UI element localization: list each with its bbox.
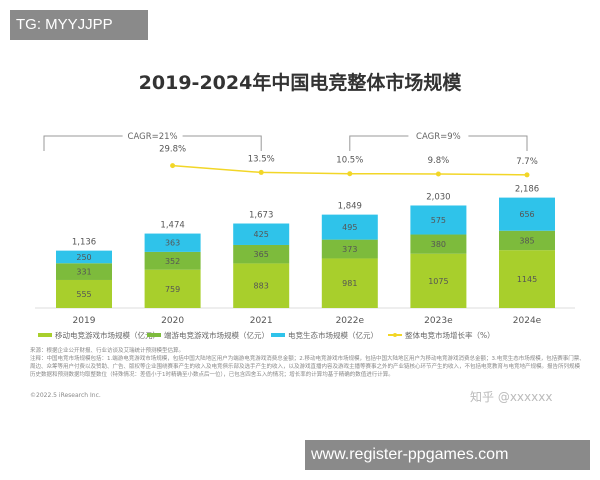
legend-swatch: [38, 333, 52, 337]
growth-label: 10.5%: [336, 156, 363, 166]
copyright: ©2022.5 iResearch Inc.: [30, 392, 101, 399]
legend-marker: [393, 333, 397, 337]
bar-segment: [233, 244, 290, 264]
growth-point: [524, 172, 530, 178]
legend-label: 端游电竞游戏市场规模（亿元）: [164, 330, 269, 340]
overlay-label-bottom: www.register-ppgames.com: [305, 440, 590, 470]
bar-segment: [144, 251, 201, 270]
legend-swatch: [271, 333, 285, 337]
bar-segment: [410, 205, 467, 235]
total-label: 2,186: [515, 185, 539, 195]
bar-segment: [56, 263, 112, 280]
bar-value-label: 250: [76, 253, 91, 262]
growth-point: [170, 163, 176, 169]
overlay-label-top: TG: MYYJJPP: [10, 10, 148, 40]
bar-segment: [321, 258, 378, 308]
source-note: 来源：根据企业公开财报、行业访谈及艾瑞统计预测模型估算。: [30, 348, 185, 354]
total-label: 1,849: [338, 202, 362, 212]
cagr-bracket: [349, 135, 528, 151]
total-label: 1,136: [72, 238, 96, 248]
cagr-label: CAGR=21%: [128, 132, 178, 142]
chart-title: 2019-2024年中国电竞整体市场规模: [138, 72, 462, 94]
bar-value-label: 1145: [517, 275, 537, 284]
bar-segment: [321, 239, 378, 259]
bar-segment: [499, 250, 555, 308]
bar-value-label: 656: [519, 210, 534, 219]
cagr-bracket: [43, 135, 262, 151]
legend-label: 整体电竞市场增长率（%）: [405, 330, 495, 340]
bar-value-label: 385: [519, 236, 534, 245]
bar-value-label: 352: [165, 257, 180, 266]
bar-segment: [56, 250, 112, 264]
bar-value-label: 425: [254, 230, 269, 239]
growth-label: 29.8%: [159, 145, 186, 155]
bar-value-label: 331: [76, 268, 91, 277]
bar-value-label: 883: [254, 282, 269, 291]
bar-value-label: 759: [165, 285, 180, 294]
watermark: 知乎 @xxxxxx: [470, 390, 553, 404]
bar-value-label: 555: [76, 290, 91, 299]
total-label: 2,030: [426, 192, 450, 202]
note-text: 注释：中国电竞市场规模包括：1.端游电竞游戏市场规模，包括中国大陆地区用户为端游…: [30, 356, 585, 378]
bar-value-label: 1075: [428, 277, 448, 286]
legend-label: 电竞生态市场规模（亿元）: [288, 330, 378, 340]
growth-label: 9.8%: [428, 156, 450, 166]
bar-value-label: 495: [342, 223, 357, 232]
bar-value-label: 365: [254, 250, 269, 259]
x-tick-label: 2020: [161, 316, 184, 326]
legend-swatch: [147, 333, 161, 337]
bar-value-label: 575: [431, 216, 446, 225]
bar-segment: [233, 263, 290, 308]
total-label: 1,474: [160, 221, 184, 231]
chart-notes: 来源：根据企业公开财报、行业访谈及艾瑞统计预测模型估算。 注释：中国电竞市场规模…: [30, 347, 585, 379]
x-tick-label: 2021: [250, 316, 273, 326]
x-tick-label: 2024e: [513, 316, 542, 326]
bar-value-label: 363: [165, 239, 180, 248]
growth-point: [258, 169, 264, 175]
x-tick-label: 2022e: [336, 316, 365, 326]
growth-label: 13.5%: [248, 154, 275, 164]
bar-value-label: 981: [342, 279, 357, 288]
bar-segment: [499, 197, 555, 231]
growth-point: [347, 171, 353, 177]
bar-segment: [499, 230, 555, 251]
bar-segment: [410, 234, 467, 254]
growth-label: 7.7%: [516, 157, 538, 167]
bar-segment: [144, 269, 201, 308]
bar-segment: [321, 214, 378, 240]
x-tick-label: 2019: [73, 316, 96, 326]
bar-value-label: 373: [342, 245, 357, 254]
bar-segment: [233, 223, 290, 245]
bar-segment: [144, 233, 201, 252]
bar-segment: [56, 279, 112, 308]
bar-value-label: 380: [431, 240, 446, 249]
legend-label: 移动电竞游戏市场规模（亿元）: [55, 330, 160, 340]
total-label: 1,673: [249, 211, 273, 221]
bar-segment: [410, 253, 467, 308]
cagr-label: CAGR=9%: [416, 132, 461, 142]
growth-point: [435, 171, 441, 177]
x-tick-label: 2023e: [424, 316, 453, 326]
